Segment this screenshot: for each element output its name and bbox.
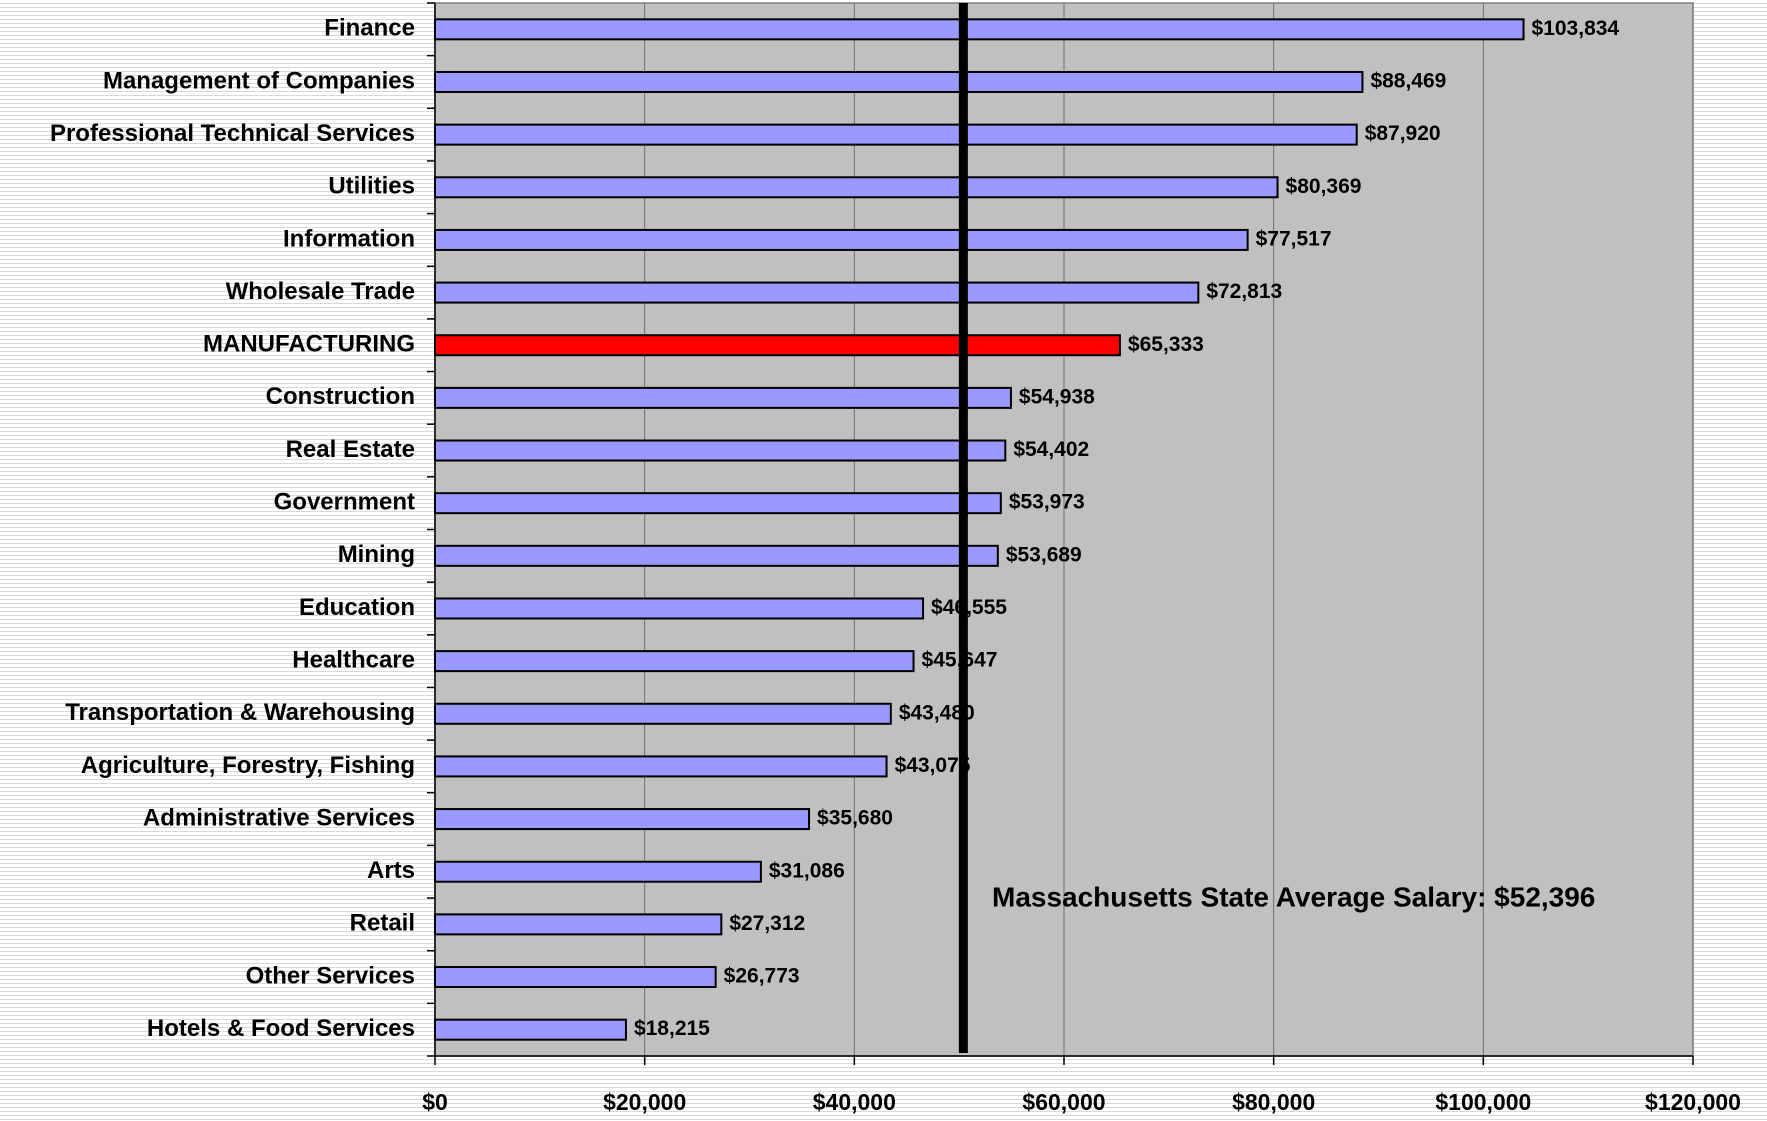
bar [434,1018,627,1041]
value-label: $54,402 [1013,438,1089,461]
bar [434,70,1364,93]
bar [434,808,811,831]
value-label: $46,555 [931,596,1007,619]
value-label: $18,215 [634,1017,710,1040]
value-label: $43,480 [899,701,975,724]
bar [434,281,1200,304]
y-tick-label: Education [299,594,415,621]
value-label: $43,075 [895,754,971,777]
y-tick-label: Government [274,489,415,516]
y-tick-label: Real Estate [286,436,415,463]
x-tick-label: $120,000 [1645,1089,1741,1115]
bar [434,176,1279,199]
x-tick-label: $20,000 [603,1089,686,1115]
y-tick-label: MANUFACTURING [203,331,415,358]
value-label: $27,312 [729,912,805,935]
value-label: $88,469 [1370,70,1446,93]
bar [434,228,1249,251]
value-label: $54,938 [1019,385,1095,408]
value-label: $103,834 [1532,17,1620,40]
value-label: $53,973 [1009,491,1085,514]
x-tick-label: $40,000 [813,1089,896,1115]
value-label: $26,773 [724,965,800,988]
bar [434,334,1121,357]
bar [434,650,915,673]
y-tick-label: Professional Technical Services [50,120,415,147]
value-label: $65,333 [1128,333,1204,356]
value-label: $77,517 [1256,227,1332,250]
value-label: $72,813 [1206,280,1282,303]
y-tick-label: Agriculture, Forestry, Fishing [81,752,415,779]
y-tick-label: Administrative Services [143,804,415,831]
y-tick-label: Management of Companies [103,67,415,94]
bar [434,544,999,567]
value-label: $35,680 [817,807,893,830]
bar [434,492,1002,515]
y-tick-label: Information [283,225,415,252]
y-tick-label: Other Services [246,962,415,989]
bar [434,597,925,620]
annotation: Massachusetts State Average Salary: $52,… [992,881,1595,912]
bar [434,439,1007,462]
value-label: $87,920 [1365,122,1441,145]
y-tick-label: Construction [266,383,415,410]
y-tick-label: Utilities [328,173,415,200]
x-tick-label: $80,000 [1232,1089,1315,1115]
bar [434,913,723,936]
bar [434,966,717,989]
y-tick-label: Transportation & Warehousing [65,699,415,726]
y-tick-label: Finance [324,15,415,42]
bar [434,386,1012,409]
value-label: $80,369 [1286,175,1362,198]
bar [434,755,888,778]
bar [434,860,762,883]
y-tick-label: Healthcare [292,646,415,673]
bar [434,18,1525,41]
bar [434,702,892,725]
x-tick-label: $100,000 [1435,1089,1531,1115]
y-tick-label: Mining [338,541,415,568]
x-tick-label: $0 [422,1089,448,1115]
value-label: $31,086 [769,859,845,882]
y-tick-label: Arts [367,857,415,884]
x-tick-label: $60,000 [1022,1089,1105,1115]
value-label: $53,689 [1006,543,1082,566]
y-tick-label: Wholesale Trade [226,278,415,305]
y-tick-label: Retail [350,910,415,937]
y-tick-label: Hotels & Food Services [147,1015,415,1042]
bar [434,123,1358,146]
